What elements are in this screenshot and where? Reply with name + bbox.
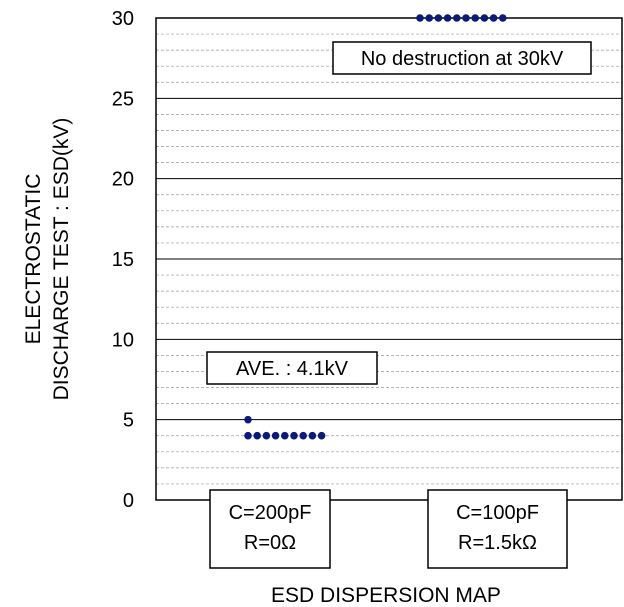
category-box — [209, 489, 331, 569]
y-tick-label: 5 — [123, 410, 134, 432]
y-axis-title-line-2: DISCHARGE TEST : ESD(kV) — [50, 118, 73, 401]
x-axis-title: ESD DISPERSION MAP — [271, 584, 501, 607]
category-label-line: R=0Ω — [244, 532, 296, 554]
data-point — [271, 431, 280, 440]
data-point — [480, 14, 489, 22]
data-points — [244, 14, 507, 440]
grid-lines — [156, 33, 622, 485]
data-point — [262, 431, 271, 440]
data-point — [471, 14, 480, 22]
y-axis-title-line-1: ELECTROSTATIC — [22, 174, 45, 345]
category-label-line: C=200pF — [229, 502, 312, 524]
data-point — [281, 431, 289, 440]
y-tick-label: 10 — [112, 329, 134, 351]
data-point — [299, 431, 308, 440]
category-label-line: C=100pF — [456, 502, 539, 524]
data-point — [434, 14, 443, 22]
data-point — [317, 431, 326, 440]
y-tick-label: 20 — [112, 169, 134, 191]
annotation-text: No destruction at 30kV — [361, 48, 564, 70]
data-point — [244, 431, 252, 440]
data-point — [499, 14, 507, 22]
y-tick-label: 15 — [112, 249, 134, 271]
y-tick-label: 30 — [112, 8, 134, 30]
data-point — [244, 415, 252, 424]
data-point — [462, 14, 470, 22]
annotation-text: AVE. : 4.1kV — [236, 358, 349, 380]
data-point — [489, 14, 498, 22]
y-tick-label: 25 — [112, 88, 134, 110]
data-point — [416, 14, 424, 22]
category-labels: C=200pF R=0Ω C=100pF R=1.5kΩ — [209, 489, 568, 569]
annotation-box — [206, 351, 378, 385]
annotations: No destruction at 30kV AVE. : 4.1kV — [206, 41, 592, 385]
category-label-line: R=1.5kΩ — [458, 532, 537, 554]
data-point — [425, 14, 434, 22]
data-point — [453, 14, 461, 22]
plot-frame — [155, 17, 623, 501]
y-tick-label: 0 — [123, 490, 134, 512]
data-point — [290, 431, 298, 440]
y-axis-ticks: 0 5 10 15 20 25 30 — [112, 8, 134, 512]
data-point — [443, 14, 452, 22]
category-box — [427, 489, 568, 569]
data-point — [308, 431, 317, 440]
annotation-box — [332, 41, 592, 75]
data-point — [253, 431, 261, 440]
